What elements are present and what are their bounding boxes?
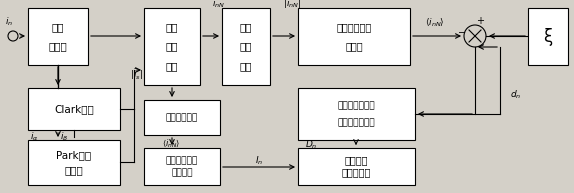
- Text: 绝对: 绝对: [240, 22, 252, 32]
- Text: 平均值计算器: 平均值计算器: [166, 113, 198, 122]
- Bar: [222, 8, 270, 85]
- Bar: [298, 8, 410, 65]
- Text: $D_n$: $D_n$: [305, 139, 317, 151]
- Text: Park矢量: Park矢量: [56, 150, 92, 160]
- Text: 平均电流判断: 平均电流判断: [166, 156, 198, 165]
- Text: $d_n$: $d_n$: [510, 89, 521, 101]
- Text: 算器: 算器: [240, 61, 252, 71]
- Text: 处理器: 处理器: [345, 41, 363, 51]
- Bar: [28, 140, 120, 185]
- Text: 化处: 化处: [166, 41, 179, 52]
- Text: $i_{nN}$: $i_{nN}$: [212, 0, 225, 10]
- Text: 故障准则: 故障准则: [171, 168, 193, 177]
- Text: 处理器: 处理器: [65, 165, 83, 175]
- Text: $|i_{nN}|$: $|i_{nN}|$: [283, 0, 301, 10]
- Text: Clark变换: Clark变换: [54, 104, 94, 114]
- Text: 低通: 低通: [52, 22, 64, 32]
- Text: 开路故障: 开路故障: [345, 155, 369, 165]
- Text: $-$: $-$: [457, 26, 466, 36]
- Text: ξ: ξ: [544, 27, 553, 46]
- Text: 值计: 值计: [240, 41, 252, 52]
- Text: 诊断与定位: 诊断与定位: [342, 168, 371, 178]
- Bar: [144, 8, 200, 85]
- Text: 绝对值的平均电: 绝对值的平均电: [338, 101, 375, 110]
- Text: $\langle i_{nN}\rangle$: $\langle i_{nN}\rangle$: [425, 16, 445, 28]
- Text: $|\bar{i}_s|$: $|\bar{i}_s|$: [130, 68, 143, 82]
- Text: $\langle i_{nN}\rangle$: $\langle i_{nN}\rangle$: [162, 137, 180, 149]
- Text: $I_n$: $I_n$: [255, 155, 263, 167]
- Text: 归一: 归一: [166, 22, 179, 32]
- Bar: [28, 88, 120, 130]
- Bar: [144, 148, 220, 185]
- Text: 理器: 理器: [166, 61, 179, 71]
- Text: $+$: $+$: [476, 14, 485, 25]
- Bar: [144, 100, 220, 135]
- Bar: [298, 148, 415, 185]
- Text: $i_\beta$: $i_\beta$: [60, 130, 68, 144]
- Text: 流判断故障准则: 流判断故障准则: [338, 118, 375, 127]
- Bar: [528, 8, 568, 65]
- Text: $i_n$: $i_n$: [5, 16, 13, 28]
- Text: 滤波器: 滤波器: [49, 41, 67, 51]
- Bar: [298, 88, 415, 140]
- Text: $i_\alpha$: $i_\alpha$: [30, 131, 38, 143]
- Bar: [28, 8, 88, 65]
- Text: 绝对值取平均: 绝对值取平均: [336, 22, 371, 32]
